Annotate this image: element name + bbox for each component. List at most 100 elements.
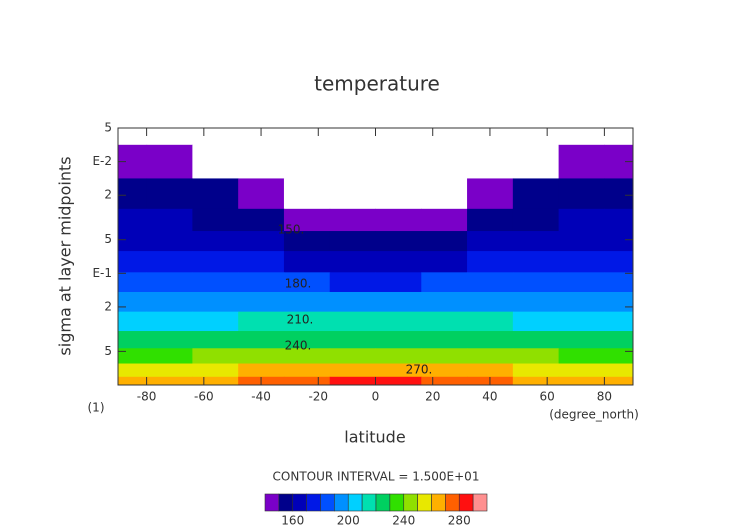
- field-cell: [421, 272, 468, 293]
- field-cell: [329, 178, 376, 210]
- field-cell: [329, 208, 376, 232]
- field-cell: [118, 348, 148, 365]
- field-cell: [558, 348, 605, 365]
- colorbar-box: [264, 493, 280, 512]
- field-cell: [467, 272, 514, 293]
- field-cell: [192, 331, 239, 349]
- field-cell: [375, 251, 422, 273]
- field-cell: [558, 231, 605, 252]
- field-cell: [467, 178, 514, 210]
- field-cell: [604, 178, 634, 210]
- field-cell: [118, 251, 148, 273]
- field-cell: [604, 231, 634, 252]
- field-cell: [512, 144, 560, 179]
- field-cell: [118, 291, 148, 313]
- field-cell: [512, 376, 560, 386]
- field-cell: [558, 208, 605, 232]
- field-cell: [238, 331, 285, 349]
- x-tick-label: -20: [308, 390, 328, 404]
- colorbar-box: [403, 493, 418, 512]
- contour-label: 150.: [278, 223, 305, 237]
- field-cell: [118, 208, 148, 232]
- field-cell: [604, 376, 634, 386]
- field-cell: [375, 376, 422, 386]
- field-cell: [118, 231, 148, 252]
- field-cell: [512, 251, 560, 273]
- field-cell: [604, 128, 634, 146]
- field-cell: [329, 376, 376, 386]
- colorbar-label: 200: [337, 514, 360, 528]
- field-cell: [421, 331, 468, 349]
- field-cell: [283, 128, 331, 146]
- field-cell: [283, 144, 331, 179]
- x-tick-label: -80: [137, 390, 157, 404]
- field-cell: [421, 208, 468, 232]
- colorbar-box: [445, 493, 460, 512]
- field-cell: [329, 363, 376, 378]
- field-cell: [118, 331, 148, 349]
- field-cell: [146, 348, 193, 365]
- field-cell: [238, 144, 285, 179]
- field-cell: [283, 363, 331, 378]
- colorbar-box: [306, 493, 321, 512]
- field-cell: [421, 348, 468, 365]
- field-cell: [558, 272, 605, 293]
- field-cell: [329, 348, 376, 365]
- field-cell: [283, 331, 331, 349]
- field-cell: [146, 144, 193, 179]
- field-cell: [512, 291, 560, 313]
- field-cell: [467, 208, 514, 232]
- field-cell: [421, 144, 468, 179]
- field-cell: [283, 291, 331, 313]
- field-cell: [192, 272, 239, 293]
- field-cell: [238, 128, 285, 146]
- colorbar-box: [278, 493, 294, 512]
- field-cell: [118, 311, 148, 332]
- field-cell: [467, 251, 514, 273]
- x-tick-label: -40: [251, 390, 271, 404]
- field-cell: [238, 291, 285, 313]
- y-tick-label: E-1: [92, 266, 112, 280]
- field-cell: [192, 291, 239, 313]
- field-cell: [283, 348, 331, 365]
- colorbar-box: [292, 493, 307, 512]
- field-cell: [192, 348, 239, 365]
- y-tick-label: 2: [104, 188, 112, 202]
- colorbar-label: 240: [392, 514, 415, 528]
- y-unit: (1): [88, 401, 105, 415]
- field-cell: [604, 331, 634, 349]
- field-cell: [375, 348, 422, 365]
- field-cell: [375, 331, 422, 349]
- x-unit: (degree_north): [549, 408, 639, 422]
- colorbar-box: [458, 493, 474, 512]
- field-cell: [118, 128, 148, 146]
- field-cell: [238, 348, 285, 365]
- field-cell: [329, 144, 376, 179]
- field-cell: [146, 208, 193, 232]
- field-cell: [421, 311, 468, 332]
- field-cell: [146, 331, 193, 349]
- field-cell: [283, 178, 331, 210]
- x-tick-label: 80: [597, 390, 612, 404]
- field-cell: [146, 291, 193, 313]
- field-cell: [375, 272, 422, 293]
- field-cell: [238, 178, 285, 210]
- contour-label: 210.: [287, 313, 314, 327]
- field-cell: [329, 128, 376, 146]
- field-cell: [192, 208, 239, 232]
- colorbar-box: [375, 493, 391, 512]
- colorbar-box: [417, 493, 432, 512]
- field-cell: [512, 363, 560, 378]
- field-cell: [558, 311, 605, 332]
- field-cell: [192, 363, 239, 378]
- field-cell: [467, 363, 514, 378]
- field-cell: [146, 311, 193, 332]
- field-cell: [604, 311, 634, 332]
- field-cell: [283, 376, 331, 386]
- colorbar-box: [431, 493, 446, 512]
- field-cell: [512, 331, 560, 349]
- field-cell: [558, 178, 605, 210]
- field-cell: [375, 363, 422, 378]
- field-cell: [118, 272, 148, 293]
